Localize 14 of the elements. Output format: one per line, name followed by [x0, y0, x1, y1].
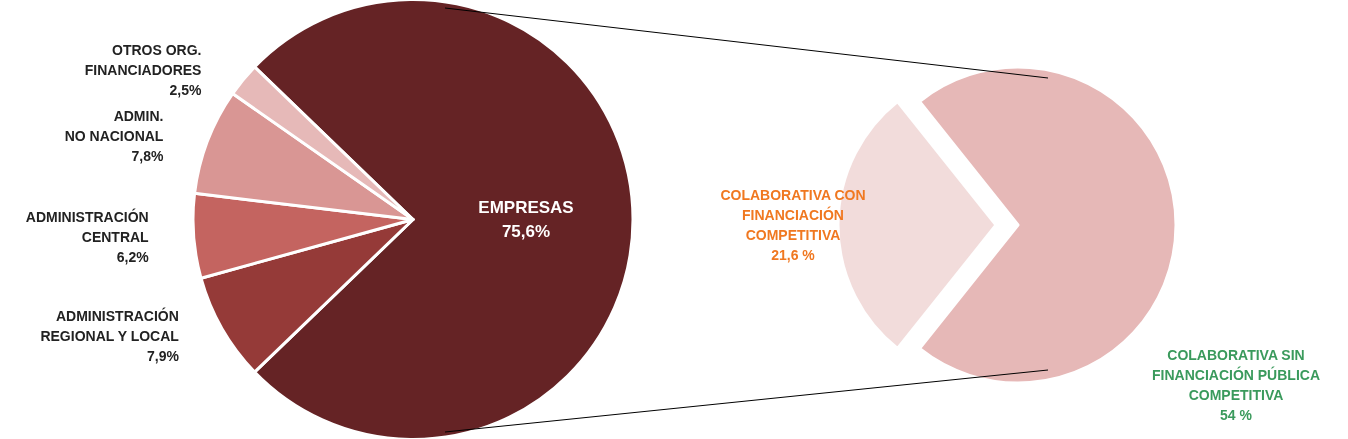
data-label: 54 %	[1220, 407, 1253, 423]
data-label: 6,2%	[116, 249, 150, 266]
data-label: 7,9%	[146, 347, 180, 364]
slice-label: ADMINISTRACIÓN CENTRAL	[25, 208, 150, 246]
slice-label: COLABORATIVA CON FINANCIACIÓN COMPETITIVA	[720, 187, 866, 243]
data-label: 75,6%	[501, 222, 551, 241]
slice-label: COLABORATIVA SIN FINANCIACIÓN PÚBLICA COMPETITIVA	[1152, 347, 1320, 403]
data-label: 7,8%	[131, 147, 164, 164]
data-label: 2,5%	[169, 82, 202, 99]
slice-label: OTROS ORG. FINANCIADORES	[84, 42, 202, 79]
slice-label: ADMIN. NO NACIONAL	[64, 107, 164, 144]
data-label: 21,6 %	[771, 247, 816, 263]
slice-label: EMPRESAS	[478, 198, 574, 217]
slice-label: ADMINISTRACIÓN REGIONAL Y LOCAL	[40, 306, 180, 344]
